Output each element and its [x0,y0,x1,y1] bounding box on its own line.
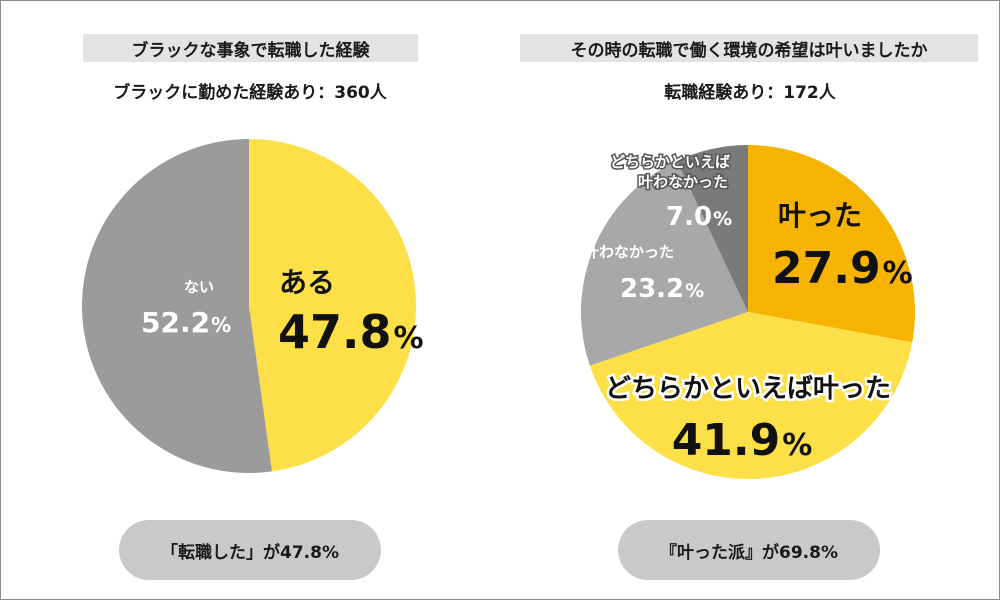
chart1-subtitle: ブラックに勤めた経験あり：360人 [113,83,387,103]
pie-chart-2 [581,145,915,479]
slice-label-kanawanakatta: 叶わなかった [584,243,674,261]
slice-label-aru: ある [279,266,335,299]
pie2-slice-dochiraka-kanawanakatta [676,145,748,312]
pie-chart-1 [82,139,417,473]
pie2-slice-kanawanakatta [581,160,748,366]
slice-label-nai: ない [184,278,214,296]
slice-value-kanawanakatta: 23.2% [620,274,704,304]
pie2-slice-dochiraka-kanatta [589,312,913,479]
pie1-slice-aru [249,139,417,472]
chart2-title: その時の転職で働く環境の希望は叶いましたか [520,34,978,62]
chart2-subtitle: 転職経験あり：172人 [664,83,836,103]
slice-label-dochiraka-kanatta: どちらかといえば叶った [605,374,891,404]
slice-label-dochiraka-kanawanakatta-1: どちらかといえば [610,153,730,171]
slice-label-kanatta: 叶った [778,199,862,232]
pie2-labels: 叶った 27.9% どちらかといえば叶った 41.9% 叶わなかった 23.2%… [584,152,913,467]
chart1-footer-badge: 「転職した」が47.8% [119,520,381,580]
pie1-slice-nai [82,139,273,473]
pie1-labels: ある 47.8% ない 52.2% [141,266,424,359]
slice-value-dochiraka-kanawanakatta: 7.0% [666,202,732,232]
slice-value-kanatta: 27.9% [772,243,913,294]
chart1-title: ブラックな事象で転職した経験 [83,34,418,62]
slice-value-nai: 52.2% [141,306,231,339]
pie2-slice-kanatta [748,145,915,343]
slice-value-aru: 47.8% [278,305,424,359]
chart2-footer-badge: 『叶った派』が69.8% [618,520,880,580]
slice-label-dochiraka-kanawanakatta-2: 叶わなかった [638,173,728,191]
slice-value-dochiraka-kanatta: 41.9% [672,415,813,466]
